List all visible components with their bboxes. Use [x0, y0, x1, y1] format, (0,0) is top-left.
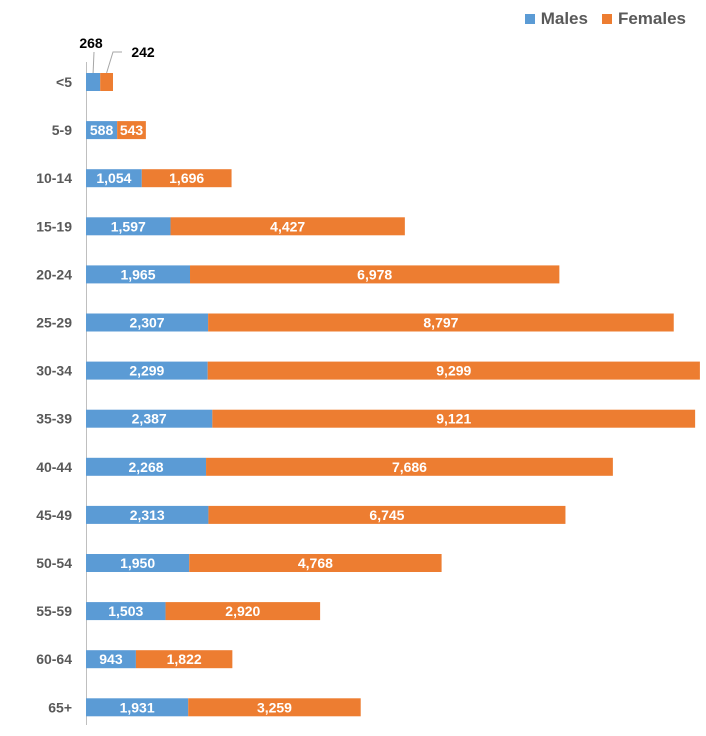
bar-females-9: [208, 505, 566, 524]
bar-males-6: [86, 361, 208, 380]
data-label-males-5: 2,307: [130, 315, 165, 331]
bar-females-1: [117, 121, 146, 140]
bar-males-7: [86, 409, 213, 428]
data-label-males-9: 2,313: [130, 507, 165, 523]
legend-item-males: Males: [524, 9, 588, 29]
category-label-5559: 55-59: [36, 603, 72, 619]
bar-females-12: [135, 650, 233, 669]
bar-females-10: [189, 554, 442, 572]
data-label-males-1: 588: [90, 122, 114, 138]
bar-males-9: [86, 505, 209, 524]
leader-line-males-0: [92, 51, 95, 74]
legend-swatch-females: [601, 14, 612, 24]
legend-swatch-males: [524, 14, 535, 24]
bar-females-11: [165, 602, 321, 621]
category-label-2024: 20-24: [36, 266, 72, 282]
data-label-females-9: 6,745: [369, 507, 404, 523]
data-label-males-11: 1,503: [108, 603, 143, 619]
chart-legend: Males Females: [524, 9, 686, 29]
data-label-females-11: 2,920: [225, 603, 260, 619]
data-label-females-12: 1,822: [167, 651, 202, 667]
bar-males-10: [86, 554, 190, 572]
bar-males-13: [86, 698, 189, 717]
bar-females-2: [141, 169, 232, 188]
bar-males-12: [86, 650, 136, 669]
data-label-females-0: 242: [131, 44, 155, 60]
bar-males-8: [86, 457, 207, 476]
data-label-males-6: 2,299: [129, 363, 164, 379]
data-label-males-4: 1,965: [120, 266, 155, 282]
category-label-3539: 35-39: [36, 411, 72, 427]
category-label-3034: 30-34: [36, 363, 72, 379]
data-label-males-2: 1,054: [96, 170, 131, 186]
data-label-females-10: 4,768: [298, 555, 333, 571]
bar-males-2: [86, 169, 142, 188]
data-label-females-13: 3,259: [257, 699, 292, 715]
bar-females-6: [207, 361, 700, 380]
data-label-males-10: 1,950: [120, 555, 155, 571]
category-label-59: 5-9: [52, 122, 72, 138]
category-label-4044: 40-44: [36, 459, 72, 475]
category-label-1519: 15-19: [36, 218, 72, 234]
bar-females-13: [188, 698, 361, 717]
bar-males-3: [86, 217, 171, 236]
category-label-1014: 10-14: [36, 170, 72, 186]
category-label-4549: 45-49: [36, 507, 72, 523]
bar-females-8: [206, 457, 613, 476]
data-label-females-3: 4,427: [270, 218, 305, 234]
bar-females-7: [212, 409, 696, 428]
legend-label-females: Females: [617, 9, 686, 28]
data-label-females-5: 8,797: [423, 315, 458, 331]
category-label-5054: 50-54: [36, 555, 72, 571]
bar-females-0: [100, 73, 113, 91]
bar-males-1: [86, 121, 118, 140]
category-label-6064: 60-64: [36, 651, 72, 667]
data-label-females-4: 6,978: [357, 266, 392, 282]
data-label-males-0: 268: [79, 35, 103, 51]
leader-line-females-0: [106, 51, 122, 74]
data-label-females-2: 1,696: [169, 170, 204, 186]
bar-females-5: [208, 313, 674, 332]
data-label-females-8: 7,686: [392, 459, 427, 475]
category-label-65plus: 65+: [48, 699, 72, 715]
bar-males-11: [86, 602, 166, 621]
data-label-males-12: 943: [99, 651, 123, 667]
category-label-lt5: <5: [56, 74, 72, 90]
bar-males-4: [86, 265, 191, 284]
data-label-males-8: 2,268: [129, 459, 164, 475]
data-label-females-7: 9,121: [436, 411, 471, 427]
data-label-females-1: 543: [120, 122, 144, 138]
bar-males-0: [86, 73, 101, 91]
data-label-males-7: 2,387: [132, 411, 167, 427]
data-label-males-3: 1,597: [111, 218, 146, 234]
legend-item-females: Females: [601, 9, 686, 29]
data-label-males-13: 1,931: [120, 699, 155, 715]
bar-females-3: [170, 217, 405, 236]
data-label-females-6: 9,299: [436, 363, 471, 379]
legend-label-males: Males: [540, 9, 588, 28]
category-label-2529: 25-29: [36, 315, 72, 331]
bar-males-5: [86, 313, 209, 332]
bar-females-4: [190, 265, 560, 284]
